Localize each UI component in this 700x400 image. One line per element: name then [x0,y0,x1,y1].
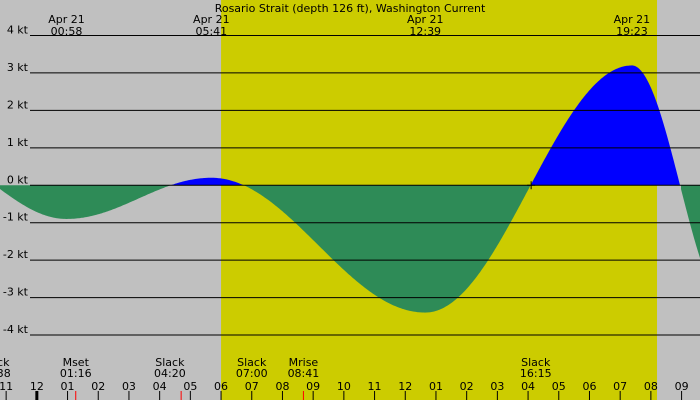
extreme-time-label: 19:23 [616,25,648,38]
now-marker [527,181,536,190]
x-tick-label: 08 [644,380,658,393]
event-time-label: 22:38 [0,367,11,380]
x-tick-label: 06 [582,380,596,393]
x-tick-label: 04 [521,380,535,393]
extreme-time-label: 05:41 [195,25,227,38]
event-time-label: 04:20 [154,367,186,380]
extreme-time-label: 00:58 [51,25,83,38]
flood-area-1 [171,177,243,186]
x-tick-label: 01 [61,380,75,393]
x-tick-label: 06 [214,380,228,393]
x-tick-label: 11 [0,380,13,393]
event-label: Slack [155,356,185,369]
y-tick-label: -3 kt [3,286,29,299]
x-tick-label: 02 [460,380,474,393]
y-tick-label: 4 kt [7,23,29,36]
y-tick-label: -2 kt [3,248,29,261]
x-tick-label: 05 [183,380,197,393]
extreme-time-label: 12:39 [409,25,441,38]
x-tick-label: 01 [429,380,443,393]
x-tick-label: 05 [552,380,566,393]
gridlines [30,34,700,336]
y-tick-label: 3 kt [7,61,29,74]
extreme-date-label: Apr 21 [407,13,444,26]
current-areas [0,65,700,313]
chart-title: Rosario Strait (depth 126 ft), Washingto… [215,2,486,15]
ebb-area-2 [244,185,530,313]
x-tick-label: 11 [368,380,382,393]
event-time-label: 01:16 [60,367,92,380]
event-label: Mset [63,356,90,369]
x-tick-label: 08 [275,380,289,393]
y-tick-label: -4 kt [3,323,29,336]
x-tick-label: 09 [306,380,320,393]
y-tick-label: 0 kt [7,173,29,186]
extreme-date-label: Apr 21 [48,13,85,26]
event-label: Slack [237,356,267,369]
event-label: Mrise [289,356,319,369]
event-label: Slack [0,356,10,369]
x-tick-label: 04 [153,380,167,393]
x-tick-label: 03 [122,380,136,393]
extreme-date-label: Apr 21 [614,13,651,26]
x-tick-label: 12 [398,380,412,393]
ebb-area-4 [681,185,700,258]
event-label: Slack [521,356,551,369]
ebb-area-0 [0,185,170,219]
y-tick-label: -1 kt [3,211,29,224]
x-tick-label: 10 [337,380,351,393]
event-labels: Slack22:38Slack04:20Slack07:00Slack16:15… [0,356,552,380]
x-tick-label: 02 [91,380,105,393]
x-tick-label: 07 [245,380,259,393]
event-time-label: 08:41 [288,367,320,380]
y-tick-label: 2 kt [7,98,29,111]
event-time-label: 16:15 [520,367,552,380]
x-tick-label: 09 [675,380,689,393]
x-tick-label: 12 [30,380,44,393]
x-tick-label: 03 [490,380,504,393]
y-axis-labels: 4 kt 3 kt 2 kt 1 kt 0 kt -1 kt -2 kt -3 kt -4 kt [3,23,29,336]
flood-area-3 [531,65,680,186]
extreme-date-label: Apr 21 [193,13,230,26]
y-tick-label: 1 kt [7,136,29,149]
x-tick-label: 07 [613,380,627,393]
event-time-label: 07:00 [236,367,268,380]
x-axis: 11 12 01 02 03 04 05 06 07 08 09 10 11 12 01 02 03 04 05 06… [0,181,689,400]
